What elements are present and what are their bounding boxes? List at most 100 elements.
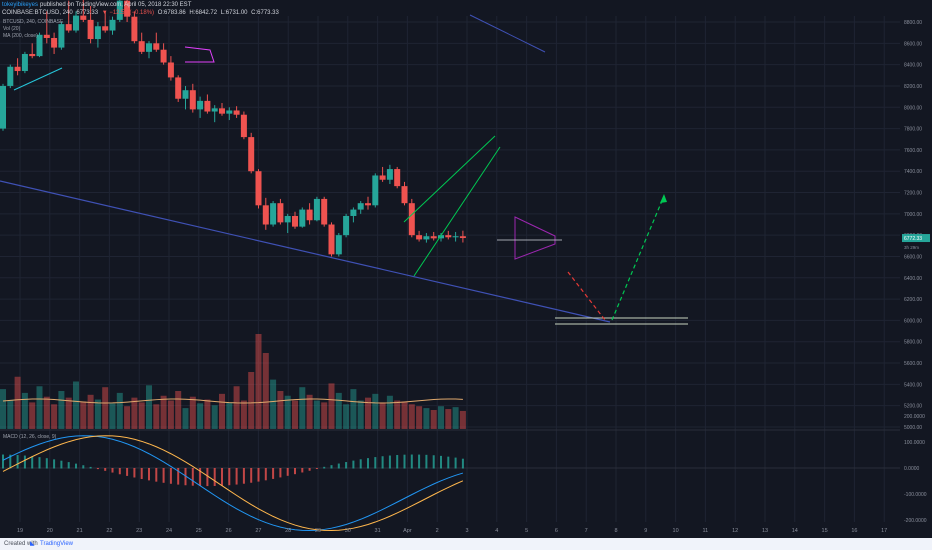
candle-body bbox=[36, 34, 43, 57]
candle-body bbox=[73, 15, 79, 31]
candle-body bbox=[226, 110, 233, 114]
macd-tick-label: -100.0000 bbox=[904, 492, 927, 498]
time-tick-label: 3 bbox=[465, 528, 468, 534]
volume-bar bbox=[321, 402, 328, 429]
candle-body bbox=[408, 203, 415, 236]
candle-body bbox=[445, 235, 452, 238]
candle-body bbox=[29, 53, 36, 57]
macd-tick-label: 200.0000 bbox=[904, 414, 925, 420]
price-tick-label: 5800.00 bbox=[904, 340, 922, 346]
price-tick-label: 5400.00 bbox=[904, 382, 922, 388]
price-tick-label: 7600.00 bbox=[904, 148, 922, 154]
volume-bar bbox=[438, 406, 444, 429]
macd-histogram-bar bbox=[184, 468, 187, 486]
candle-body bbox=[452, 236, 459, 238]
close-value: C:6773.33 bbox=[251, 10, 279, 16]
ma-indicator-label[interactable]: MA (200, close) bbox=[3, 33, 38, 39]
time-tick-label: 27 bbox=[255, 528, 261, 534]
macd-histogram-bar bbox=[38, 457, 41, 469]
volume-bar bbox=[197, 403, 204, 429]
price-tick-label: 5000.00 bbox=[904, 425, 922, 431]
candle-body bbox=[321, 198, 328, 225]
time-tick-label: 4 bbox=[495, 528, 498, 534]
candle-body bbox=[262, 205, 269, 225]
candle-body bbox=[189, 90, 196, 110]
time-tick-label: 25 bbox=[196, 528, 202, 534]
tradingview-logo-icon[interactable]: ◣ bbox=[30, 541, 35, 547]
macd-tick-label: 0.0000 bbox=[904, 466, 920, 472]
macd-indicator-label[interactable]: MACD (12, 26, close, 9) bbox=[3, 434, 57, 440]
time-tick-label: 28 bbox=[285, 528, 291, 534]
macd-histogram-bar bbox=[367, 458, 369, 469]
pane-title[interactable]: BTCUSD, 240, COINBASE bbox=[3, 19, 64, 25]
macd-histogram-bar bbox=[388, 455, 391, 469]
price-change: ▼ −12.52 (−0.18%) bbox=[101, 10, 155, 16]
volume-bar bbox=[292, 400, 298, 429]
price-tick-label: 6000.00 bbox=[904, 318, 922, 324]
candle-body bbox=[94, 26, 101, 40]
volume-bar bbox=[102, 387, 109, 429]
candle-body bbox=[328, 224, 335, 255]
volume-bar bbox=[21, 392, 28, 429]
macd-histogram-bar bbox=[213, 468, 216, 486]
volume-bar bbox=[386, 395, 393, 429]
time-tick-label: 16 bbox=[851, 528, 857, 534]
macd-histogram-bar bbox=[235, 468, 238, 485]
volume-bar bbox=[350, 389, 357, 429]
published-text: published on TradingView.com, April 05, … bbox=[40, 2, 192, 8]
price-tick-label: 5200.00 bbox=[904, 404, 922, 410]
tradingview-brand[interactable]: TradingView bbox=[40, 541, 74, 547]
last-price-label: 6772.33 bbox=[904, 236, 922, 242]
price-tick-label: 7400.00 bbox=[904, 169, 922, 175]
candle-body bbox=[343, 215, 350, 236]
volume-bar bbox=[255, 334, 262, 429]
price-tick-label: 8800.00 bbox=[904, 20, 922, 26]
macd-histogram-bar bbox=[118, 468, 121, 475]
price-tick-label: 6600.00 bbox=[904, 254, 922, 260]
candle-body bbox=[416, 235, 423, 240]
volume-bar bbox=[124, 406, 131, 429]
candle-body bbox=[386, 169, 393, 180]
open-value: O:6783.86 bbox=[157, 10, 186, 16]
candle-body bbox=[306, 209, 313, 221]
macd-histogram-bar bbox=[96, 468, 99, 470]
time-tick-label: 5 bbox=[525, 528, 528, 534]
volume-bar bbox=[306, 394, 313, 429]
price-tick-label: 8000.00 bbox=[904, 105, 922, 111]
macd-histogram-bar bbox=[315, 468, 318, 470]
price-tick-label: 6400.00 bbox=[904, 276, 922, 282]
macd-line bbox=[2, 435, 464, 532]
candle-body bbox=[313, 198, 320, 221]
volume-bar bbox=[116, 392, 123, 429]
macd-histogram-bar bbox=[242, 468, 245, 484]
time-tick-label: 7 bbox=[585, 528, 588, 534]
macd-histogram-bar bbox=[199, 468, 202, 486]
time-tick-label: 13 bbox=[762, 528, 768, 534]
volume-bar bbox=[153, 404, 160, 429]
volume-bar bbox=[270, 379, 277, 429]
footer-bar: Created with ◣ TradingView bbox=[0, 538, 932, 550]
volume-bar bbox=[80, 401, 87, 429]
volume-bar bbox=[109, 403, 116, 429]
volume-ma-line bbox=[2, 398, 463, 404]
macd-histogram-bar bbox=[9, 454, 12, 469]
candle-body bbox=[124, 0, 131, 17]
candle-body bbox=[109, 19, 116, 31]
vol-indicator-label[interactable]: Vol (20) bbox=[3, 26, 21, 32]
price-axis-panel bbox=[900, 0, 932, 538]
macd-histogram-bar bbox=[221, 468, 223, 486]
price-tick-label: 8400.00 bbox=[904, 63, 922, 69]
time-tick-label: 29 bbox=[315, 528, 321, 534]
flag-pattern bbox=[184, 46, 215, 63]
volume-bar bbox=[357, 400, 364, 429]
candle-body bbox=[211, 108, 218, 112]
candle-body bbox=[401, 186, 408, 204]
time-tick-label: 6 bbox=[555, 528, 558, 534]
macd-histogram-bar bbox=[301, 468, 304, 473]
symbol-line: COINBASE:BTCUSD, 240 6773.33 ▼ −12.52 (−… bbox=[2, 10, 281, 16]
time-tick-label: 17 bbox=[881, 528, 887, 534]
username-link[interactable]: tokeyibikeyes bbox=[2, 2, 39, 8]
macd-histogram-bar bbox=[381, 456, 384, 469]
macd-histogram-bar bbox=[279, 468, 282, 478]
